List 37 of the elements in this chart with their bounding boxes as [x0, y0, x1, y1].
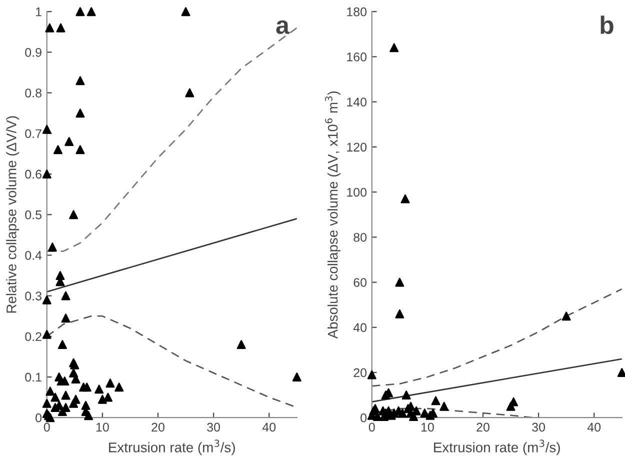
y-tick-label: 120 [347, 142, 367, 152]
x-tick-label: 40 [262, 422, 276, 432]
x-tick-label: 30 [532, 422, 546, 432]
x-tick-label: 20 [152, 422, 164, 432]
annotation: a [276, 20, 290, 34]
annotation: b [600, 16, 614, 34]
y-tick-label: 20 [354, 368, 367, 378]
y-tick-label: 180 [347, 7, 367, 16]
y-tick-label: 60 [354, 278, 367, 287]
y-tick-label: 0.1 [25, 372, 42, 382]
x-tick-label: 20 [476, 422, 490, 432]
x-tick-label: 30 [207, 422, 220, 432]
y-tick-label: 0 [36, 413, 42, 422]
x-tick-label: 0 [44, 422, 50, 432]
y-tick-label: 0.3 [25, 292, 42, 300]
y-axis-title: Absolute collapse volume (ΔV, x10$^{6}$ m$^{3}$) [325, 91, 340, 339]
y-tick-label: 0.9 [25, 48, 42, 57]
y-tick-label: 100 [347, 188, 367, 197]
y-tick-label: 0.4 [25, 251, 42, 260]
x-tick-label: 40 [587, 422, 601, 432]
y-tick-label: 140 [347, 98, 367, 106]
x-tick-label: 10 [421, 422, 434, 432]
x-tick-label: 0 [368, 422, 375, 432]
y-axis-title: Relative collapse volume (ΔV/V) [6, 116, 20, 313]
y-tick-label: 0.8 [25, 88, 42, 98]
x-axis-title: Extrusion rate (m$^{3}$/s) [434, 440, 560, 456]
y-tick-label: 0.7 [25, 129, 42, 138]
y-tick-label: 0.2 [25, 332, 42, 342]
y-tick-label: 0.5 [25, 210, 42, 220]
x-tick-label: 10 [96, 422, 109, 432]
y-tick-label: 0 [360, 413, 367, 422]
y-tick-label: 1 [36, 8, 42, 16]
y-tick-label: 80 [354, 232, 367, 242]
y-tick-label: 40 [353, 323, 367, 332]
x-axis-title: Extrusion rate (m$^{3}$/s) [109, 440, 235, 456]
y-tick-label: 160 [347, 52, 367, 62]
y-tick-label: 0.6 [25, 170, 42, 179]
